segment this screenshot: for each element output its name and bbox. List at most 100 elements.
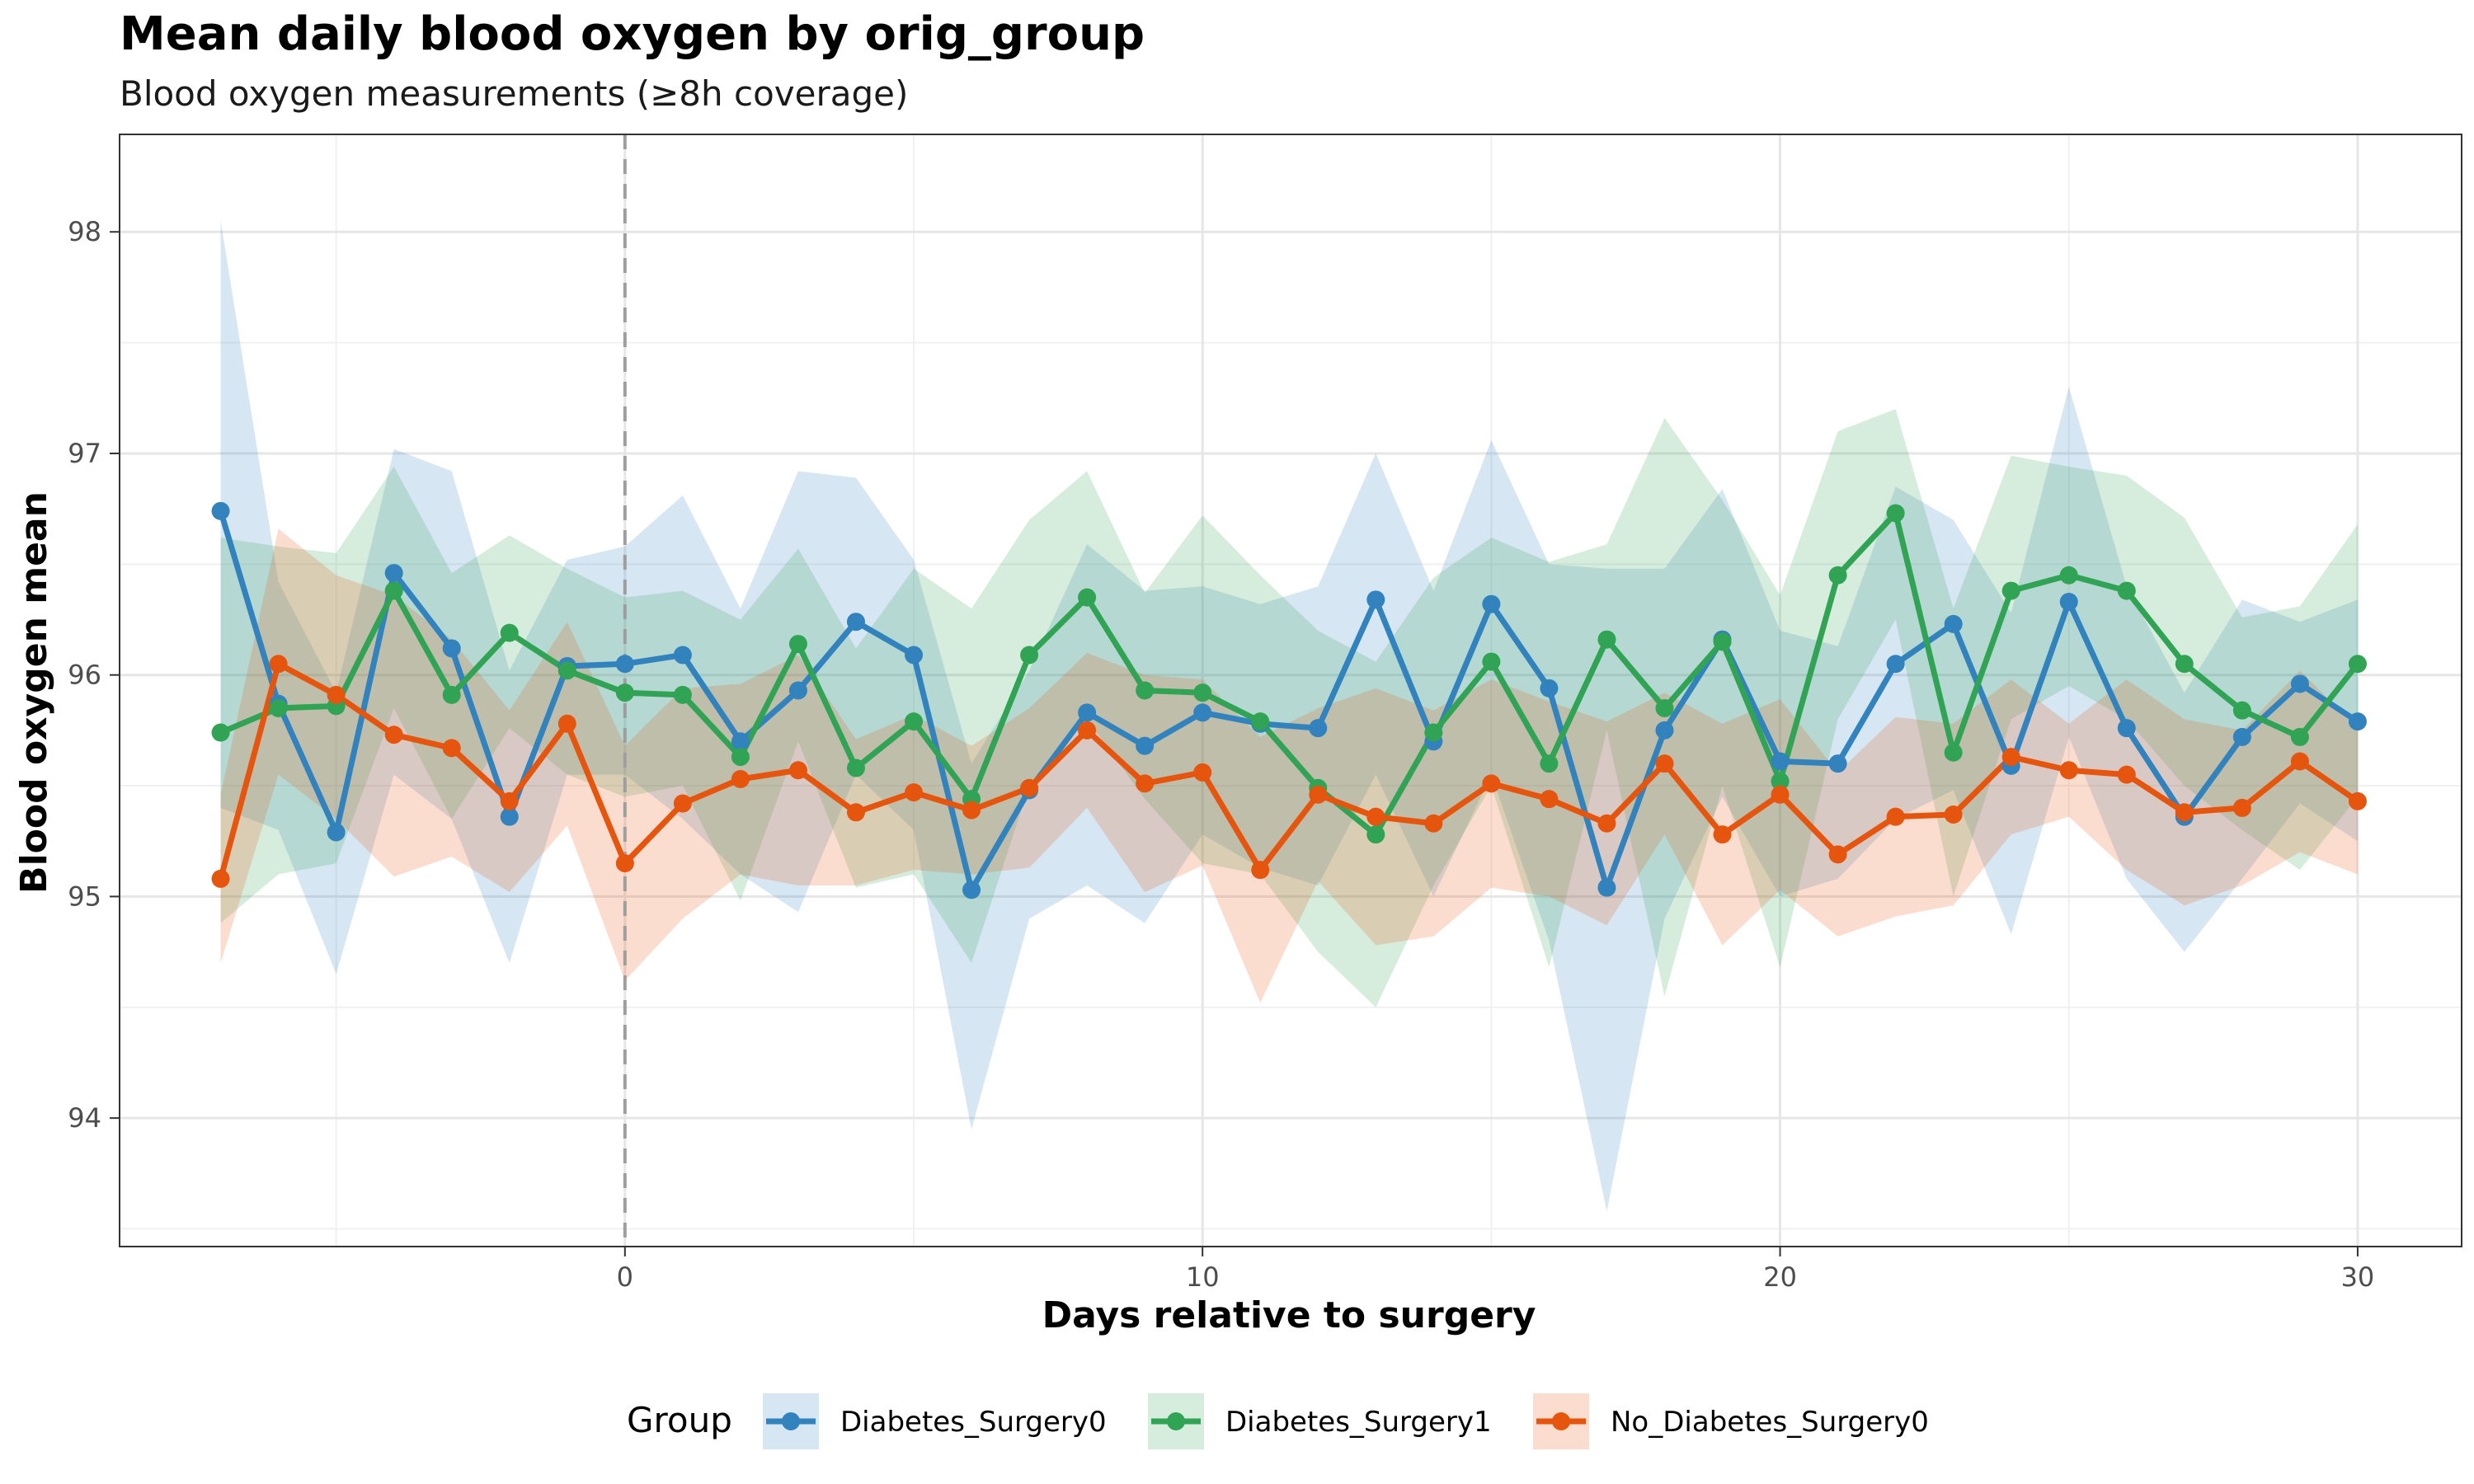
data-point-series-1 [1136, 736, 1155, 755]
data-point-series-3 [1136, 774, 1155, 793]
data-point-series-1 [211, 501, 230, 520]
chart-title: Mean daily blood oxygen by orig_group [120, 7, 1145, 61]
data-point-series-3 [327, 685, 346, 704]
data-point-series-2 [2117, 581, 2136, 600]
data-point-series-1 [2348, 712, 2367, 731]
data-point-series-2 [1020, 646, 1039, 665]
x-tick-label: 30 [2341, 1261, 2375, 1293]
data-point-series-3 [962, 801, 981, 819]
data-point-series-2 [1597, 630, 1616, 649]
data-point-series-2 [384, 581, 403, 600]
series-lines [218, 510, 2360, 893]
data-point-series-1 [673, 646, 692, 665]
x-tick-label: 0 [617, 1261, 633, 1293]
data-point-series-1 [1828, 754, 1847, 773]
data-point-series-2 [2001, 581, 2020, 600]
data-point-series-2 [1482, 652, 1501, 671]
data-point-series-2 [2059, 566, 2078, 585]
data-point-series-3 [1540, 790, 1559, 809]
data-point-series-2 [211, 723, 230, 742]
data-point-series-3 [2290, 752, 2309, 771]
data-point-series-2 [1828, 566, 1847, 585]
data-point-series-3 [788, 761, 807, 780]
data-point-series-1 [442, 639, 461, 658]
y-tick-label: 95 [68, 881, 101, 912]
data-point-series-3 [384, 726, 403, 744]
y-axis-title: Blood oxygen mean [13, 491, 55, 894]
legend-label-2: Diabetes_Surgery1 [1225, 1406, 1492, 1439]
data-point-series-2 [269, 698, 288, 717]
data-point-series-1 [327, 823, 346, 842]
data-point-series-1 [1771, 752, 1790, 771]
data-point-series-1 [2059, 593, 2078, 612]
y-tick-label: 94 [68, 1102, 101, 1134]
data-point-series-2 [1078, 588, 1097, 607]
data-point-series-1 [1540, 679, 1559, 697]
data-point-series-3 [2001, 748, 2020, 767]
x-axis-title: Days relative to surgery [1042, 1294, 1536, 1336]
data-point-series-3 [269, 655, 288, 674]
data-point-series-2 [1886, 504, 1905, 523]
legend-key-point-3 [1552, 1412, 1570, 1430]
data-point-series-3 [2059, 761, 2078, 780]
y-tick-label: 96 [68, 660, 101, 691]
data-point-series-3 [442, 739, 461, 758]
data-point-series-1 [731, 732, 750, 751]
data-point-series-1 [615, 655, 634, 674]
data-point-series-3 [1424, 814, 1443, 833]
data-point-series-1 [2232, 727, 2251, 746]
x-tick-label: 20 [1763, 1261, 1797, 1293]
data-point-series-1 [1193, 703, 1212, 722]
data-point-series-3 [1713, 825, 1732, 844]
data-point-series-2 [1713, 632, 1732, 651]
data-point-series-2 [1193, 683, 1212, 702]
series-line-3 [218, 660, 2359, 880]
data-point-series-3 [2117, 765, 2136, 784]
data-point-series-1 [1944, 614, 1963, 633]
data-point-series-2 [500, 623, 519, 642]
plot-panel-border [119, 134, 2462, 1247]
data-point-series-2 [2348, 655, 2367, 674]
data-point-series-3 [846, 803, 865, 822]
data-point-series-2 [1771, 772, 1790, 791]
data-point-series-1 [500, 807, 519, 826]
y-tick-label: 97 [68, 438, 101, 469]
data-point-series-2 [442, 685, 461, 704]
data-point-series-2 [788, 635, 807, 654]
data-point-series-3 [1251, 861, 1270, 880]
data-point-series-1 [384, 564, 403, 583]
data-point-series-3 [557, 714, 576, 733]
data-point-series-1 [962, 881, 981, 899]
data-point-series-1 [1366, 590, 1385, 609]
data-point-series-3 [1944, 805, 1963, 824]
data-point-series-3 [1655, 754, 1674, 773]
data-point-series-2 [905, 712, 924, 731]
legend-label-3: No_Diabetes_Surgery0 [1611, 1406, 1929, 1439]
axis-ticks: 0 10 20 30 94 95 96 97 98 [68, 216, 2374, 1293]
data-point-series-3 [673, 794, 692, 813]
confidence-band-3 [220, 528, 2358, 1003]
legend-key-point-1 [782, 1412, 800, 1430]
legend: Group Diabetes_Surgery0 Diabetes_Surgery1… [627, 1393, 1929, 1449]
grid-lines [120, 134, 2462, 1247]
data-point-series-3 [1482, 774, 1501, 793]
data-point-series-3 [1366, 807, 1385, 826]
data-point-series-1 [1309, 719, 1328, 738]
data-point-series-2 [673, 685, 692, 704]
data-point-series-1 [2290, 674, 2309, 693]
data-point-series-3 [2348, 791, 2367, 810]
confidence-band-2 [220, 409, 2358, 1007]
chart-subtitle: Blood oxygen measurements (≥8h coverage) [120, 73, 908, 114]
data-point-series-3 [2175, 803, 2194, 822]
data-point-series-3 [1193, 763, 1212, 782]
series-line-2 [219, 510, 2360, 838]
data-point-series-2 [1944, 743, 1963, 762]
data-point-series-3 [1020, 778, 1039, 797]
data-point-series-3 [211, 869, 230, 888]
data-point-series-1 [1482, 594, 1501, 613]
data-point-series-3 [1771, 785, 1790, 804]
data-point-series-2 [1424, 723, 1443, 742]
data-point-series-2 [2232, 701, 2251, 720]
x-tick-label: 10 [1186, 1261, 1220, 1293]
